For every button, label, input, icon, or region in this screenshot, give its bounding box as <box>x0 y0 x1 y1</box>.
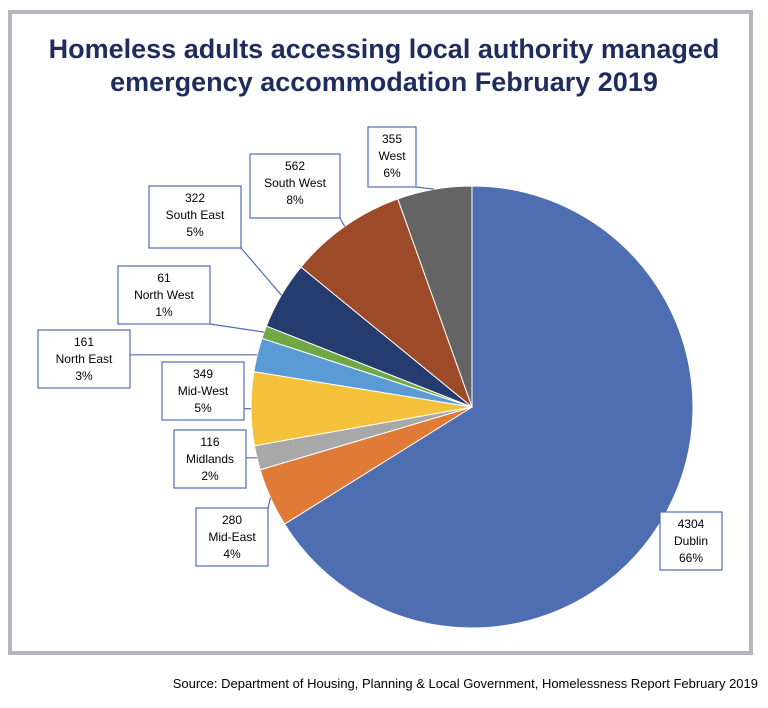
data-label-name-south-west: South West <box>264 176 326 190</box>
data-label-percent-north-west: 1% <box>155 305 173 319</box>
data-label-value-mid-west: 349 <box>193 367 213 381</box>
data-label-box-south-west <box>249 153 341 219</box>
data-label-value-mid-east: 280 <box>222 513 242 527</box>
data-label-percent-midlands: 2% <box>201 469 219 483</box>
data-label-box-west <box>367 126 417 188</box>
data-label-value-north-west: 61 <box>157 271 171 285</box>
data-label-value-west: 355 <box>382 132 402 146</box>
data-label-box-north-west <box>117 265 211 325</box>
data-label-name-mid-west: Mid-West <box>178 384 229 398</box>
data-label-box-south-east <box>148 185 242 249</box>
data-label-value-south-west: 562 <box>285 159 305 173</box>
data-label-name-south-east: South East <box>166 208 225 222</box>
data-label-box-mid-west <box>161 361 245 421</box>
leader-line-south-west <box>339 217 346 227</box>
source-note: Source: Department of Housing, Planning … <box>172 676 758 691</box>
data-label-value-north-east: 161 <box>74 335 94 349</box>
data-label-box-mid-east <box>195 507 269 567</box>
data-label-percent-south-east: 5% <box>186 225 204 239</box>
data-label-name-west: West <box>378 149 406 163</box>
leader-line-north-west <box>209 323 265 333</box>
data-label-value-midlands: 116 <box>200 435 219 449</box>
data-label-name-dublin: Dublin <box>674 534 708 548</box>
data-label-name-north-west: North West <box>134 288 194 302</box>
data-label-box-midlands <box>173 429 247 489</box>
data-label-percent-west: 6% <box>383 166 401 180</box>
data-label-percent-north-east: 3% <box>75 369 93 383</box>
chart-title-line-2: emergency accommodation February 2019 <box>110 67 658 97</box>
leader-line-west <box>415 186 435 190</box>
data-label-name-north-east: North East <box>56 352 113 366</box>
data-label-name-mid-east: Mid-East <box>208 530 256 544</box>
pie-slice-south-west <box>300 198 474 409</box>
pie-slice-west <box>397 185 473 408</box>
data-label-value-south-east: 322 <box>185 191 205 205</box>
data-label-box-north-east <box>37 329 131 389</box>
leader-line-mid-east <box>267 497 272 509</box>
chart-title-line-1: Homeless adults accessing local authorit… <box>48 34 720 64</box>
data-label-name-midlands: Midlands <box>186 452 234 466</box>
data-label-percent-south-west: 8% <box>286 193 304 207</box>
data-label-percent-mid-west: 5% <box>194 401 212 415</box>
data-label-percent-mid-east: 4% <box>223 547 241 561</box>
data-label-value-dublin: 4304 <box>678 517 705 531</box>
chart-title: Homeless adults accessing local authorit… <box>0 33 768 99</box>
leader-line-south-east <box>240 247 282 296</box>
data-label-percent-dublin: 66% <box>679 551 703 565</box>
data-label-box-dublin <box>659 511 723 571</box>
